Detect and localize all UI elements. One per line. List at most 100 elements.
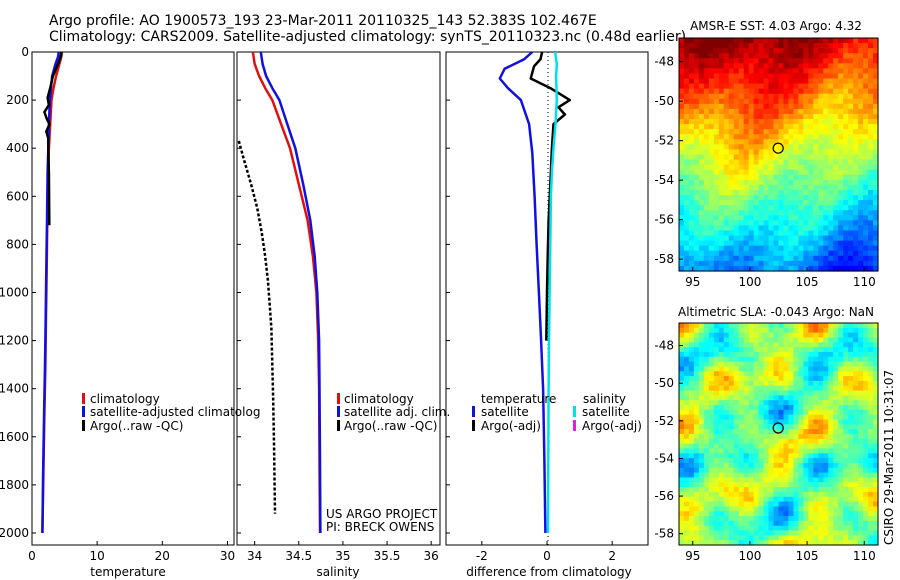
heatmap-cell [843, 53, 849, 59]
heatmap-cell [873, 332, 879, 339]
heatmap-cell [753, 103, 760, 110]
heatmap-cell [803, 385, 809, 392]
heatmap-cell [679, 438, 685, 445]
heatmap-cell [708, 225, 715, 232]
heatmap-cell [858, 448, 864, 454]
heatmap-cell [778, 482, 785, 488]
heatmap-cell [683, 516, 690, 522]
heatmap-cell [723, 535, 730, 541]
heatmap-cell [763, 506, 770, 512]
heatmap-cell [723, 210, 730, 216]
heatmap-cell [708, 73, 715, 80]
heatmap-cell [748, 323, 755, 329]
heatmap-cell [743, 462, 750, 469]
heatmap-cell [693, 250, 700, 257]
heatmap-cell [703, 323, 710, 329]
heatmap-cell [818, 361, 824, 368]
heatmap-cell [768, 342, 775, 348]
heatmap-cell [833, 472, 839, 479]
heatmap-cell [848, 88, 854, 95]
heatmap-cell [753, 48, 760, 54]
heatmap-cell [843, 195, 849, 201]
heatmap-cell [679, 414, 685, 421]
heatmap-cell [798, 361, 804, 368]
heatmap-cell [698, 48, 705, 54]
heatmap-cell [793, 380, 799, 387]
heatmap-cell [788, 63, 795, 69]
heatmap-cell [778, 477, 785, 483]
heatmap-cell [728, 535, 735, 541]
heatmap-cell [698, 525, 705, 532]
heatmap-cell [803, 103, 809, 110]
x-tick-label: 35 [335, 549, 350, 563]
heatmap-cell [783, 530, 790, 536]
heatmap-cell [808, 78, 814, 85]
heatmap-cell [798, 215, 804, 221]
heatmap-cell [743, 530, 750, 536]
heatmap-cell [713, 169, 720, 176]
heatmap-cell [728, 540, 735, 546]
heatmap-cell [868, 390, 874, 396]
heatmap-cell [833, 332, 839, 339]
heatmap-cell [823, 159, 829, 166]
heatmap-cell [863, 38, 869, 44]
heatmap-cell [808, 103, 814, 110]
heatmap-cell [803, 200, 809, 206]
heatmap-cell [818, 535, 824, 541]
heatmap-cell [778, 255, 785, 262]
heatmap-cell [758, 235, 765, 242]
heatmap-cell [738, 448, 745, 454]
heatmap-cell [798, 380, 804, 387]
heatmap-cell [718, 119, 725, 125]
heatmap-cell [768, 83, 775, 90]
heatmap-cell [808, 83, 814, 90]
heatmap-cell [698, 380, 705, 387]
heatmap-cell [833, 83, 839, 90]
heatmap-cell [863, 210, 869, 216]
heatmap-cell [758, 390, 765, 396]
heatmap-cell [748, 347, 755, 353]
heatmap-cell [823, 93, 829, 100]
heatmap-cell [713, 376, 720, 382]
heatmap-cell [778, 409, 785, 416]
heatmap-cell [733, 144, 740, 151]
heatmap-cell [763, 149, 770, 156]
heatmap-cell [773, 73, 780, 80]
heatmap-cell [833, 540, 839, 546]
heatmap-cell [788, 424, 795, 430]
heatmap-cell [838, 43, 844, 49]
heatmap-cell [763, 385, 770, 392]
heatmap-cell [758, 220, 765, 227]
map-x-tick-label: 105 [796, 275, 819, 289]
heatmap-cell [698, 240, 705, 247]
heatmap-cell [713, 63, 720, 69]
heatmap-cell [693, 225, 700, 232]
heatmap-cell [679, 134, 685, 140]
heatmap-cell [713, 467, 720, 474]
heatmap-cell [743, 482, 750, 488]
heatmap-cell [858, 462, 864, 469]
heatmap-cell [698, 351, 705, 358]
heatmap-cell [683, 511, 690, 517]
heatmap-cell [848, 43, 854, 49]
heatmap-cell [823, 347, 829, 353]
heatmap-cell [768, 113, 775, 120]
heatmap-cell [738, 149, 745, 156]
heatmap-cell [688, 220, 695, 227]
heatmap-cell [833, 205, 839, 211]
heatmap-cell [843, 351, 849, 358]
x-tick-label: 30 [220, 549, 235, 563]
heatmap-cell [858, 366, 864, 372]
sla-heatmap [679, 323, 879, 546]
heatmap-cell [718, 205, 725, 211]
heatmap-cell [858, 530, 864, 536]
heatmap-cell [748, 169, 755, 176]
heatmap-cell [813, 134, 819, 140]
heatmap-cell [738, 327, 745, 334]
heatmap-cell [778, 501, 785, 507]
heatmap-cell [803, 462, 809, 469]
heatmap-cell [763, 215, 770, 221]
heatmap-cell [853, 189, 859, 196]
heatmap-cell [798, 108, 804, 115]
heatmap-cell [818, 225, 824, 232]
